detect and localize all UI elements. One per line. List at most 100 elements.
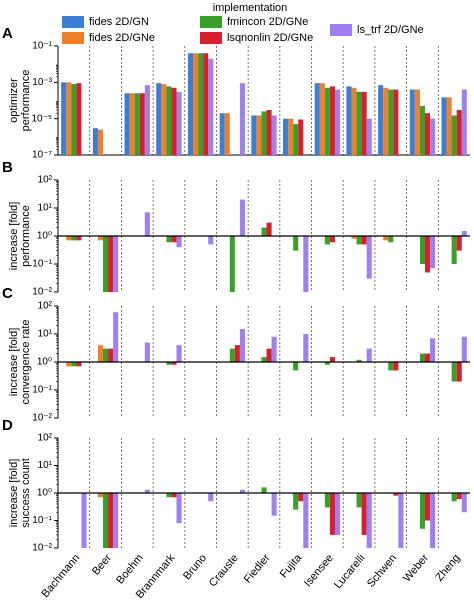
bar [461, 89, 467, 155]
bar [329, 357, 335, 362]
x-tick-label: Isensee [302, 552, 336, 589]
bar [456, 109, 462, 155]
bar [388, 89, 394, 155]
bar [103, 236, 109, 292]
bar [298, 119, 304, 155]
bar [329, 236, 335, 243]
y-tick-label: 10⁻⁷ [32, 150, 52, 161]
x-tick-label: Fujita [278, 551, 305, 580]
bar [293, 493, 299, 510]
y-axis-title: success count [20, 458, 32, 528]
legend-title: implementation [213, 2, 288, 14]
y-tick-label: 10² [38, 433, 53, 444]
bar [113, 236, 119, 292]
bar [166, 362, 172, 365]
bar [66, 82, 72, 155]
bar [61, 82, 67, 155]
bar [361, 236, 367, 245]
bar [283, 118, 289, 155]
bar [356, 493, 362, 508]
x-tick-label: Lucarelli [332, 552, 368, 591]
bar [430, 118, 436, 155]
bar [113, 312, 119, 362]
y-tick-label: 10¹ [38, 203, 53, 214]
bar [66, 362, 72, 367]
legend-label: ls_trf 2D/GNe [357, 24, 424, 36]
bar [234, 345, 240, 362]
bar [81, 493, 87, 548]
bar [303, 334, 309, 362]
y-axis-title: convergence rate [20, 320, 32, 405]
bar [203, 53, 209, 155]
bar [129, 93, 135, 155]
y-axis-title: increase [fold] [8, 459, 20, 527]
bar [166, 236, 172, 243]
bar [97, 345, 104, 362]
bar [356, 359, 362, 362]
bar [251, 115, 257, 155]
bar [366, 236, 372, 279]
y-tick-label: 10⁻¹ [32, 515, 52, 526]
bar [144, 489, 150, 493]
bar [176, 236, 182, 248]
y-tick-label: 10⁻² [32, 413, 52, 424]
x-tick-label: Zheng [433, 552, 462, 584]
bar [239, 199, 245, 236]
panel-label: D [2, 417, 13, 434]
bar [124, 93, 130, 155]
bar [139, 93, 145, 155]
panel-label: A [2, 25, 13, 42]
bar [108, 348, 114, 362]
bar [303, 493, 309, 548]
bar [219, 113, 225, 155]
bar [334, 493, 341, 535]
legend-swatch [200, 16, 222, 28]
y-tick-label: 10¹ [38, 329, 53, 340]
bar [430, 493, 436, 548]
legend-label: fides 2D/GN [89, 16, 149, 28]
bar [97, 129, 104, 155]
bar [144, 85, 150, 155]
bar [293, 236, 299, 251]
bar [324, 362, 330, 365]
bar [266, 222, 272, 236]
bar [446, 97, 452, 155]
bar [166, 493, 172, 498]
bar [441, 97, 447, 155]
bar [171, 493, 177, 498]
bar [451, 115, 457, 155]
bar [144, 342, 150, 362]
bar [461, 336, 467, 362]
bar [266, 109, 272, 155]
bar [456, 362, 462, 382]
bar [208, 58, 214, 156]
bar [176, 493, 182, 524]
legend-label: fmincon 2D/GNe [227, 16, 308, 28]
bar [271, 493, 277, 516]
bar [319, 83, 325, 155]
y-tick-label: 10² [38, 301, 53, 312]
bar [324, 493, 330, 508]
bar [229, 236, 235, 292]
bar [424, 236, 431, 273]
bar [356, 236, 362, 245]
bar [271, 336, 277, 362]
y-tick-label: 10⁻¹ [32, 259, 52, 270]
bar [76, 83, 82, 155]
bar [293, 362, 299, 371]
legend-label: lsqnonlin 2D/GNe [227, 32, 313, 44]
bar [430, 236, 436, 269]
bar [239, 329, 245, 362]
y-tick-label: 10¹ [38, 460, 53, 471]
y-tick-label: 10⁻¹ [32, 41, 52, 52]
bar [166, 86, 172, 155]
bar [366, 348, 372, 362]
bar [266, 348, 272, 362]
bar [144, 212, 150, 236]
bar [92, 128, 98, 155]
y-tick-label: 10² [38, 175, 53, 186]
bar [366, 118, 372, 155]
bar [256, 115, 262, 155]
bar [461, 493, 467, 513]
